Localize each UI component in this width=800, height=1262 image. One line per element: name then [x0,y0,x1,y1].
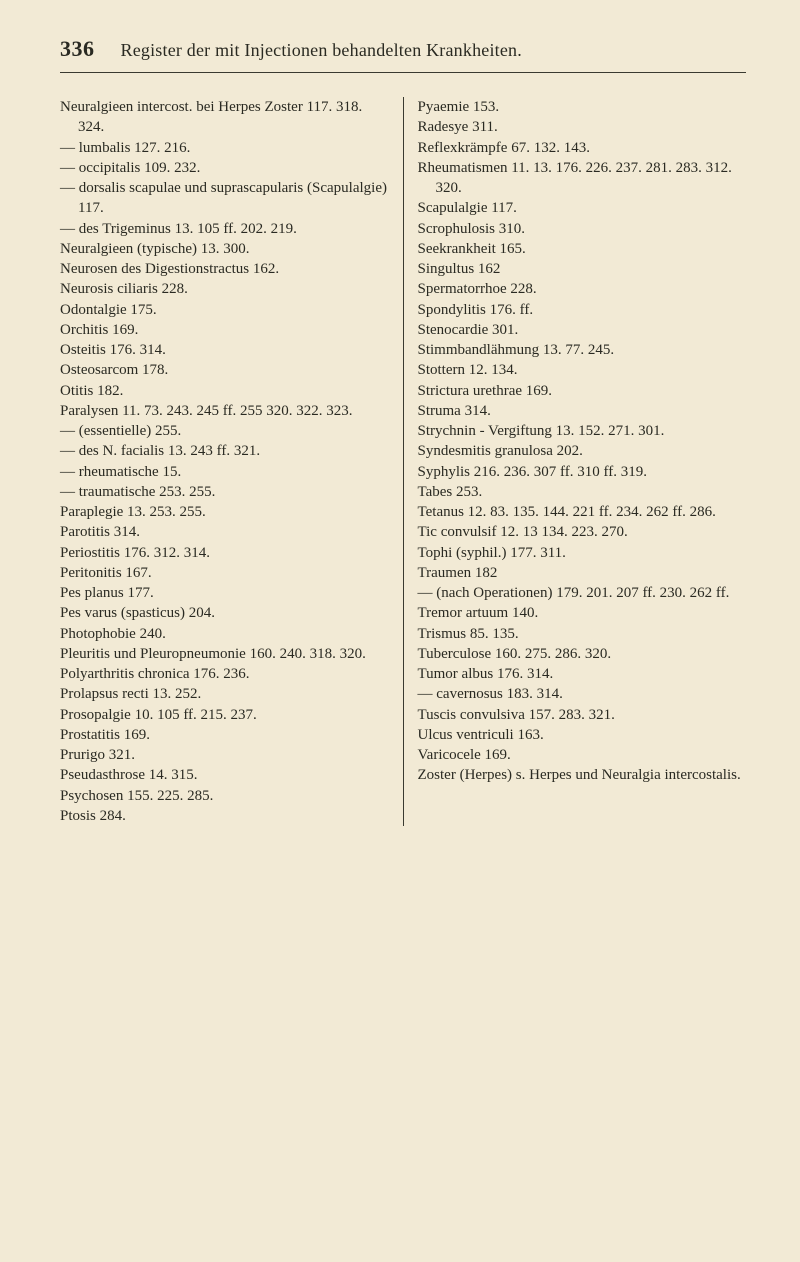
index-entry: Strychnin - Vergiftung 13. 152. 271. 301… [418,421,747,441]
index-entry: Parotitis 314. [60,522,389,542]
index-entry: Stenocardie 301. [418,320,747,340]
index-entry: Rheumatismen 11. 13. 176. 226. 237. 281.… [418,158,747,199]
index-entry: Zoster (Herpes) s. Herpes und Neural­gia… [418,765,747,785]
index-entry: — lumbalis 127. 216. [60,138,389,158]
index-entry: Paraplegie 13. 253. 255. [60,502,389,522]
index-entry: Ulcus ventriculi 163. [418,725,747,745]
index-entry: Strictura urethrae 169. [418,381,747,401]
index-entry: Ptosis 284. [60,806,389,826]
index-entry: Orchitis 169. [60,320,389,340]
index-entry: — des Trigeminus 13. 105 ff. 202. 219. [60,219,389,239]
header-rule [60,72,746,73]
index-entry: Pleuritis und Pleuropneumonie 160. 240. … [60,644,389,664]
running-head: Register der mit Injectionen behandelten… [121,40,522,61]
index-columns: Neuralgieen intercost. bei Herpes Zo­ste… [60,97,746,826]
index-entry: Prolapsus recti 13. 252. [60,684,389,704]
index-entry: Prosopalgie 10. 105 ff. 215. 237. [60,705,389,725]
index-entry: — dorsalis scapulae und suprascapula­ris… [60,178,389,219]
index-entry: Scrophulosis 310. [418,219,747,239]
page-number: 336 [60,36,95,62]
index-entry: Pes varus (spasticus) 204. [60,603,389,623]
index-entry: Tumor albus 176. 314. [418,664,747,684]
index-entry: Neuralgieen (typische) 13. 300. [60,239,389,259]
index-entry: Syphylis 216. 236. 307 ff. 310 ff. 319. [418,462,747,482]
index-entry: Traumen 182 [418,563,747,583]
index-entry: Peritonitis 167. [60,563,389,583]
index-entry: Prurigo 321. [60,745,389,765]
index-entry: Stottern 12. 134. [418,360,747,380]
index-entry: Syndesmitis granulosa 202. [418,441,747,461]
index-entry: Polyarthritis chronica 176. 236. [60,664,389,684]
page-header: 336 Register der mit Injectionen behande… [60,36,746,62]
index-entry: Trismus 85. 135. [418,624,747,644]
left-column: Neuralgieen intercost. bei Herpes Zo­ste… [60,97,404,826]
index-entry: Stimmbandlähmung 13. 77. 245. [418,340,747,360]
index-entry: Varicocele 169. [418,745,747,765]
index-entry: — (essentielle) 255. [60,421,389,441]
index-entry: Tophi (syphil.) 177. 311. [418,543,747,563]
index-entry: Periostitis 176. 312. 314. [60,543,389,563]
index-entry: — cavernosus 183. 314. [418,684,747,704]
index-entry: Neuralgieen intercost. bei Herpes Zo­ste… [60,97,389,138]
index-entry: — (nach Operationen) 179. 201. 207 ff. 2… [418,583,747,603]
index-entry: Paralysen 11. 73. 243. 245 ff. 255 320. … [60,401,389,421]
index-entry: Tuscis convulsiva 157. 283. 321. [418,705,747,725]
index-entry: — traumatische 253. 255. [60,482,389,502]
index-entry: Tremor artuum 140. [418,603,747,623]
index-entry: Tabes 253. [418,482,747,502]
index-entry: Osteosarcom 178. [60,360,389,380]
index-entry: Tic convulsif 12. 13 134. 223. 270. [418,522,747,542]
index-entry: Photophobie 240. [60,624,389,644]
right-column: Pyaemie 153.Radesye 311.Reflexkrämpfe 67… [404,97,747,826]
index-entry: — occipitalis 109. 232. [60,158,389,178]
index-entry: Scapulalgie 117. [418,198,747,218]
index-entry: Pseudasthrose 14. 315. [60,765,389,785]
index-entry: Radesye 311. [418,117,747,137]
index-entry: Neurosen des Digestionstractus 162. [60,259,389,279]
index-entry: Seekrankheit 165. [418,239,747,259]
index-entry: Odontalgie 175. [60,300,389,320]
index-entry: Reflexkrämpfe 67. 132. 143. [418,138,747,158]
index-entry: Spondylitis 176. ff. [418,300,747,320]
index-entry: Psychosen 155. 225. 285. [60,786,389,806]
index-entry: Tetanus 12. 83. 135. 144. 221 ff. 234. 2… [418,502,747,522]
page: 336 Register der mit Injectionen behande… [0,0,800,1262]
index-entry: Osteitis 176. 314. [60,340,389,360]
index-entry: — rheumatische 15. [60,462,389,482]
index-entry: Prostatitis 169. [60,725,389,745]
index-entry: — des N. facialis 13. 243 ff. 321. [60,441,389,461]
index-entry: Neurosis ciliaris 228. [60,279,389,299]
index-entry: Spermatorrhoe 228. [418,279,747,299]
index-entry: Otitis 182. [60,381,389,401]
index-entry: Pyaemie 153. [418,97,747,117]
index-entry: Tuberculose 160. 275. 286. 320. [418,644,747,664]
index-entry: Struma 314. [418,401,747,421]
index-entry: Singultus 162 [418,259,747,279]
index-entry: Pes planus 177. [60,583,389,603]
